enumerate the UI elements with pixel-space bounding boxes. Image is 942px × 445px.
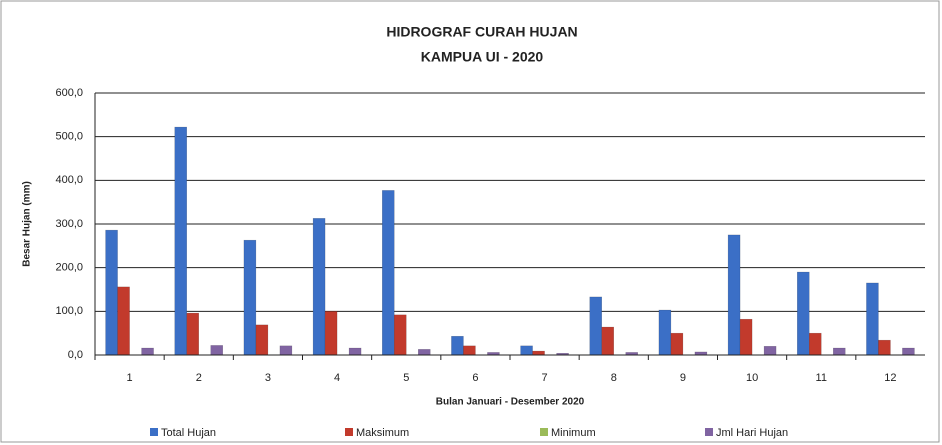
x-tick-label: 10 xyxy=(746,372,758,384)
bar xyxy=(105,229,118,356)
bar xyxy=(348,347,362,356)
bar xyxy=(809,332,822,356)
bar xyxy=(382,190,395,356)
bar xyxy=(532,350,545,356)
bar xyxy=(589,296,602,356)
x-tick-label: 5 xyxy=(403,372,409,384)
y-tick-label: 400,0 xyxy=(55,174,83,186)
x-tick-label: 4 xyxy=(334,372,340,384)
bar xyxy=(463,345,476,356)
bar xyxy=(739,318,753,356)
legend-swatch xyxy=(540,428,548,436)
bar xyxy=(866,282,879,356)
legend-swatch xyxy=(345,428,353,436)
chart-subtitle: KAMPUA UI - 2020 xyxy=(421,49,544,65)
bar xyxy=(312,218,326,356)
legend-swatch xyxy=(150,428,158,436)
bar xyxy=(902,347,915,356)
y-tick-label: 100,0 xyxy=(55,305,83,317)
bar xyxy=(520,345,533,356)
x-axis-title: Bulan Januari - Desember 2020 xyxy=(436,397,585,408)
y-axis-title: Besar Hujan (mm) xyxy=(22,181,33,267)
x-tick-label: 12 xyxy=(884,372,896,384)
x-tick-label: 11 xyxy=(816,372,827,384)
bar xyxy=(658,309,672,356)
bar xyxy=(763,346,777,356)
bar xyxy=(833,347,846,356)
bar xyxy=(141,347,154,356)
bar xyxy=(186,312,199,356)
bar xyxy=(255,324,269,356)
legend-label: Minimum xyxy=(551,427,596,439)
bar xyxy=(394,314,407,356)
chart-title: HIDROGRAF CURAH HUJAN xyxy=(386,24,577,40)
bar xyxy=(324,311,338,356)
legend-swatch xyxy=(705,428,713,436)
y-tick-label: 200,0 xyxy=(55,262,83,274)
bar xyxy=(601,326,614,356)
y-tick-label: 600,0 xyxy=(55,87,83,99)
bar xyxy=(279,345,293,356)
bar xyxy=(117,286,130,356)
bar xyxy=(174,126,187,356)
bar xyxy=(210,345,223,356)
bar xyxy=(451,335,464,356)
legend-label: Total Hujan xyxy=(161,427,216,439)
bar xyxy=(243,239,257,356)
x-tick-label: 1 xyxy=(127,372,133,384)
x-tick-label: 2 xyxy=(196,372,202,384)
y-tick-label: 0,0 xyxy=(68,349,83,361)
x-tick-label: 3 xyxy=(265,372,271,384)
x-tick-label: 7 xyxy=(542,372,548,384)
x-tick-label: 8 xyxy=(611,372,617,384)
y-tick-label: 500,0 xyxy=(55,131,83,143)
bar xyxy=(878,339,891,356)
legend-label: Jml Hari Hujan xyxy=(716,427,788,439)
bar xyxy=(727,234,741,356)
bar xyxy=(418,349,431,356)
legend-label: Maksimum xyxy=(356,427,409,439)
y-tick-label: 300,0 xyxy=(55,218,83,230)
x-tick-label: 9 xyxy=(680,372,686,384)
bar xyxy=(797,271,810,356)
x-tick-label: 6 xyxy=(472,372,478,384)
bar xyxy=(670,332,684,356)
